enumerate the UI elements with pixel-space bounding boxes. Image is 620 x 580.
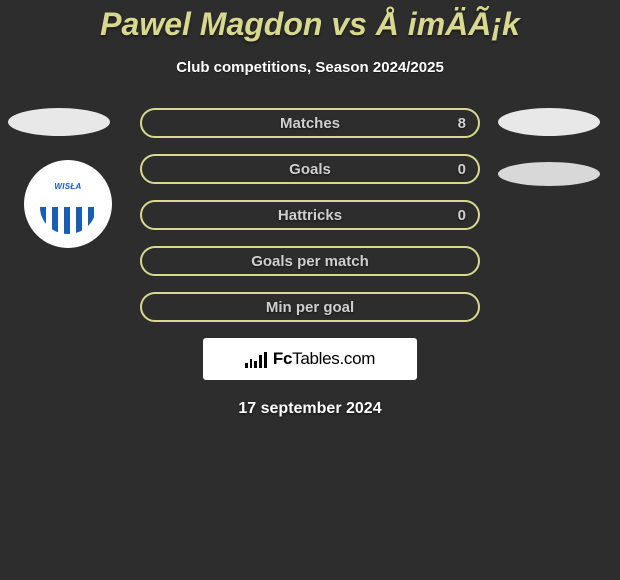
row-goals-per-match: Goals per match <box>140 246 480 276</box>
row-hattricks-right: 0 <box>458 202 466 228</box>
brand-bold: Fc <box>273 349 292 368</box>
club-badge-text: WISŁA <box>40 182 96 191</box>
row-min-per-goal: Min per goal <box>140 292 480 322</box>
club-badge-stripes <box>40 207 96 234</box>
row-hattricks: Hattricks 0 <box>140 200 480 230</box>
row-mpg-label: Min per goal <box>266 299 354 316</box>
row-goals: Goals 0 <box>140 154 480 184</box>
subtitle: Club competitions, Season 2024/2025 <box>0 59 620 76</box>
comparison-rows: Matches 8 Goals 0 Hattricks 0 Goals per … <box>140 108 480 322</box>
brand-logo-text: FcTables.com <box>273 349 375 369</box>
player-left-ellipse <box>8 108 110 136</box>
row-gpm-label: Goals per match <box>251 253 369 270</box>
date-text: 17 september 2024 <box>0 400 620 418</box>
row-hattricks-label: Hattricks <box>278 207 342 224</box>
player-right-ellipse-2 <box>498 162 600 186</box>
row-matches-right: 8 <box>458 110 466 136</box>
row-goals-right: 0 <box>458 156 466 182</box>
content-area: WISŁA Matches 8 Goals 0 Hattricks 0 Goal… <box>0 108 620 418</box>
row-matches: Matches 8 <box>140 108 480 138</box>
row-goals-label: Goals <box>289 161 331 178</box>
brand-rest: Tables.com <box>292 349 375 368</box>
club-badge: WISŁA <box>24 160 112 248</box>
chart-bars-icon <box>245 350 267 368</box>
club-badge-shield: WISŁA <box>40 176 96 234</box>
page-title: Pawel Magdon vs Å imÄÃ¡k <box>0 0 620 43</box>
brand-logo-box[interactable]: FcTables.com <box>203 338 417 380</box>
row-matches-label: Matches <box>280 115 340 132</box>
player-right-ellipse-1 <box>498 108 600 136</box>
